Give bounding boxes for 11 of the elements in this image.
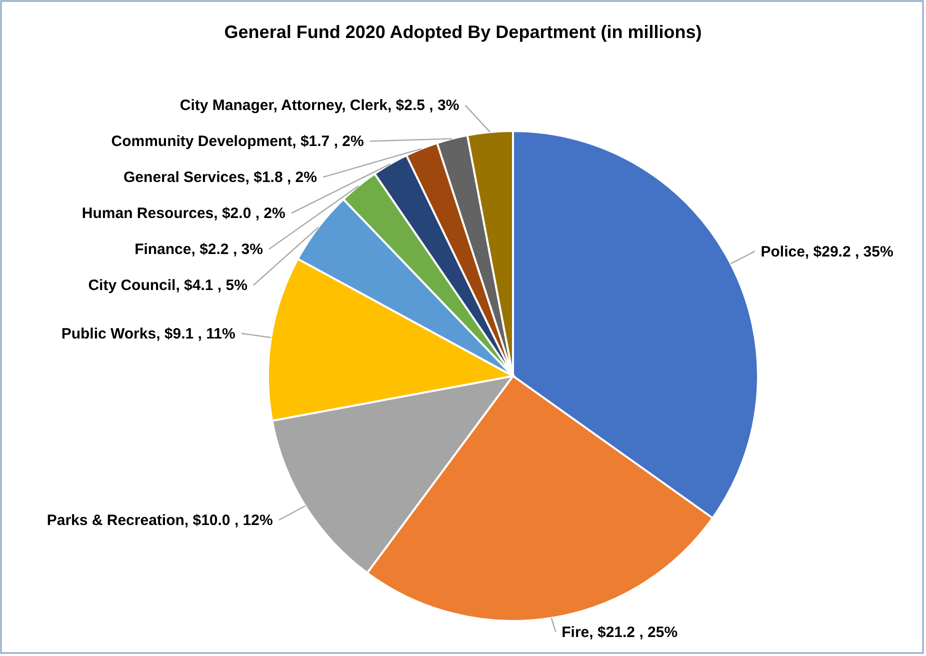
slice-label: Community Development, $1.7 , 2% <box>111 133 364 150</box>
slice-label: General Services, $1.8 , 2% <box>124 169 317 186</box>
slice-label: Police, $29.2 , 35% <box>760 243 894 260</box>
chart-title: General Fund 2020 Adopted By Department (in millions) <box>224 22 702 42</box>
slice-label: Parks & Recreation, $10.0 , 12% <box>46 512 273 530</box>
slice-label: Finance, $2.2 , 3% <box>134 241 263 258</box>
slice-label: Human Resources, $2.0 , 2% <box>82 205 286 222</box>
slice-label: Fire, $21.2 , 25% <box>562 624 678 641</box>
slice-label: City Council, $4.1 , 5% <box>88 277 248 294</box>
slice-label: Public Works, $9.1 , 11% <box>61 325 236 342</box>
slice-label: City Manager, Attorney, Clerk, $2.5 , 3% <box>180 97 460 114</box>
